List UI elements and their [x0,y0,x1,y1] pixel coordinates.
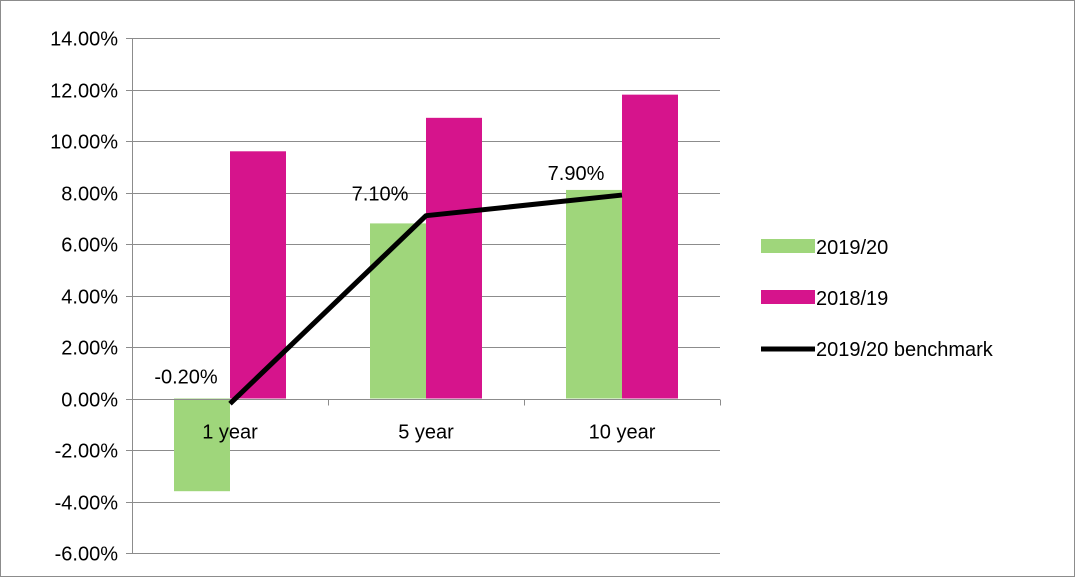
benchmark-line-group [228,192,623,406]
benchmark-data-label: 7.10% [352,184,409,206]
y-tick-label: 6.00% [61,235,118,257]
benchmark-data-label: -0.20% [154,367,218,389]
bar-2019-20 [370,223,426,399]
axes [126,38,721,554]
y-tick-label: 2.00% [61,338,118,360]
y-tick-label: 14.00% [50,29,118,51]
bars [174,94,678,492]
y-tick-label: 12.00% [50,81,118,103]
legend: 2019/20 2018/19 2019/20 benchmark [761,237,994,361]
y-tick-label: 0.00% [61,390,118,412]
bar-2018-19 [622,94,678,399]
bar-2019-20 [174,398,230,492]
y-tick-label: -2.00% [55,441,119,463]
y-tick-label: 10.00% [50,132,118,154]
legend-swatch-2019-20 [761,239,815,253]
benchmark-line [228,192,623,406]
legend-swatch-2018-19 [761,290,815,304]
y-tick-label: -4.00% [55,493,119,515]
y-tick-label: 8.00% [61,184,118,206]
bar-2019-20 [566,189,622,399]
labels: -6.00% -4.00% -2.00% 0.00% 2.00% 4.00% 6.00% 8.… [50,29,656,566]
x-category-label: 10 year [589,422,656,444]
y-tick-label: -6.00% [55,544,119,566]
legend-label: 2019/20 [816,237,888,259]
x-category-label: 1 year [202,422,258,444]
y-tick-label: 4.00% [61,287,118,309]
benchmark-data-label: 7.90% [548,163,605,185]
x-category-label: 5 year [398,422,454,444]
legend-label: 2019/20 benchmark [816,339,994,361]
legend-label: 2018/19 [816,288,888,310]
bar-2018-19 [426,117,482,399]
